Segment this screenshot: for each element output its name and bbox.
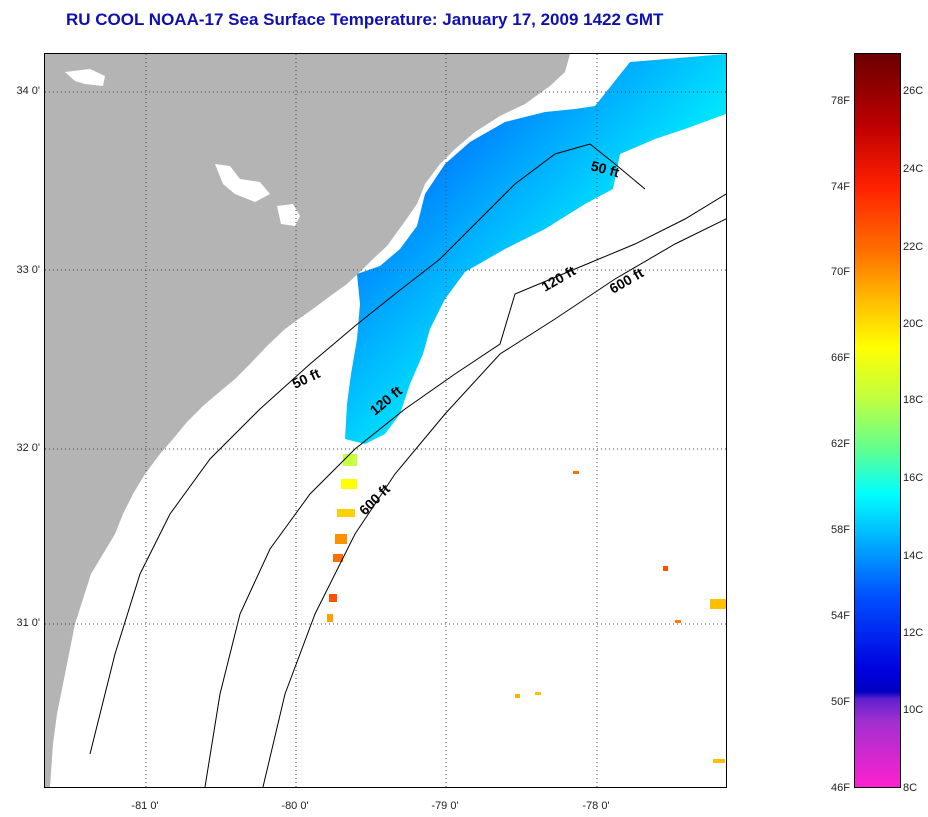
temperature-colorbar [854,53,901,788]
sst-map: 50 ft 50 ft 120 ft 120 ft 600 ft 600 ft [44,53,727,788]
longitude-label-79: -79 0' [431,800,459,812]
contour-label-50ft-north: 50 ft [589,157,621,180]
longitude-label-80: -80 0' [281,800,309,812]
colorbar-f-label: 62F [831,438,850,450]
colorbar-c-label: 22C [903,241,924,253]
contour-label-120ft-north: 120 ft [539,262,579,294]
colorbar-c-label: 20C [903,318,924,330]
colorbar-f-label: 66F [831,352,850,364]
latitude-label-32: 32 0' [16,442,40,454]
sst-warm-pixels [327,454,726,763]
colorbar-c-label: 26C [903,85,924,97]
colorbar-f-label: 50F [831,696,850,708]
latitude-label-34: 34 0' [16,85,40,97]
latitude-label-33: 33 0' [16,264,40,276]
colorbar-f-label: 74F [831,181,850,193]
contour-50ft [89,143,646,755]
latitude-label-31: 31 0' [16,617,40,629]
sst-map-canvas: 50 ft 50 ft 120 ft 120 ft 600 ft 600 ft [45,54,726,787]
contour-600ft [262,218,726,787]
colorbar-c-label: 10C [903,704,924,716]
colorbar-f-label: 54F [831,610,850,622]
map-title: RU COOL NOAA-17 Sea Surface Temperature:… [66,10,664,29]
colorbar-f-label: 46F [831,782,850,794]
contour-label-50ft-south: 50 ft [290,365,323,392]
contour-label-600ft-north: 600 ft [607,264,647,296]
colorbar-c-label: 24C [903,163,924,175]
contour-label-600ft-south: 600 ft [356,481,393,518]
inland-water [65,69,300,226]
land-mass [45,54,570,787]
colorbar-f-label: 58F [831,524,850,536]
bathymetry-contours [89,143,726,787]
colorbar-f-label: 78F [831,95,850,107]
graticule [45,54,726,787]
contour-120ft [204,193,726,787]
colorbar-c-label: 14C [903,550,924,562]
colorbar-c-label: 16C [903,472,924,484]
colorbar-f-label: 70F [831,266,850,278]
colorbar-c-label: 12C [903,627,924,639]
colorbar-c-label: 18C [903,394,924,406]
longitude-label-78: -78 0' [582,800,610,812]
colorbar-c-label: 8C [903,782,918,794]
longitude-label-81: -81 0' [131,800,159,812]
sst-swath [345,54,726,444]
